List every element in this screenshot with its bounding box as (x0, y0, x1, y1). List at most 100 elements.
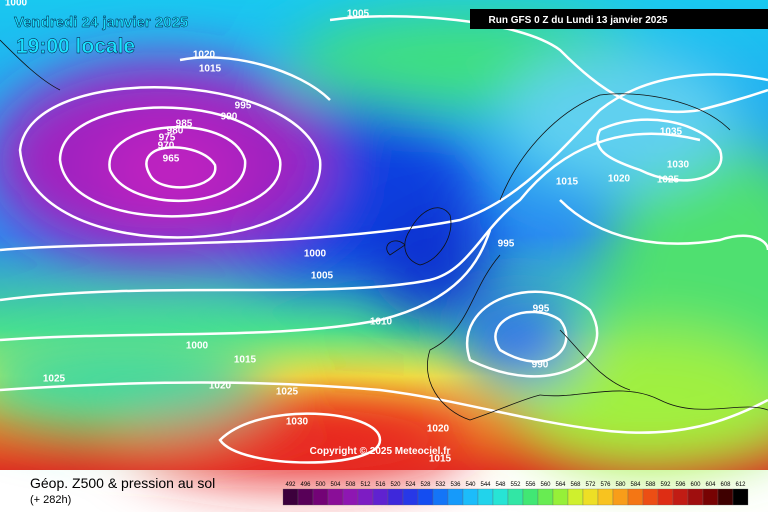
scale-cell (522, 488, 539, 506)
valid-time: 19:00 locale (16, 35, 135, 58)
isobar-label: 980 (167, 126, 184, 137)
scale-cell (462, 488, 479, 506)
scale-cell (492, 488, 509, 506)
isobar-label: 1020 (427, 424, 450, 435)
scale-cell (507, 488, 524, 506)
isobar-label: 995 (235, 101, 252, 112)
isobar-label: 1000 (5, 0, 28, 9)
scale-cell (282, 488, 299, 506)
scale-cell (387, 488, 404, 506)
isobar-label: 995 (498, 239, 515, 250)
isobar-label: 990 (532, 360, 549, 371)
scale-label: 492 (285, 482, 296, 488)
isobar-label: 990 (221, 112, 238, 123)
scale-cell (687, 488, 704, 506)
isobar-label: 1030 (286, 417, 309, 428)
scale-cell (402, 488, 419, 506)
scale-label: 560 (540, 482, 551, 488)
scale-cell (552, 488, 569, 506)
isobar-label: 1000 (304, 249, 327, 260)
scale-label: 580 (615, 482, 626, 488)
scale-label: 528 (420, 482, 431, 488)
isobar-label: 1025 (43, 374, 66, 385)
isobar-label: 1015 (234, 355, 257, 366)
isobar-label: 1005 (347, 9, 370, 20)
scale-label: 520 (390, 482, 401, 488)
scale-cell (627, 488, 644, 506)
isobar-label: 965 (163, 154, 180, 165)
valid-date: Vendredi 24 janvier 2025 (14, 14, 188, 31)
geopotential-field (0, 0, 768, 480)
scale-label: 600 (690, 482, 701, 488)
scale-cell (702, 488, 719, 506)
scale-cell (537, 488, 554, 506)
scale-label: 604 (705, 482, 716, 488)
isobar-label: 975 (159, 133, 176, 144)
scale-cell (357, 488, 374, 506)
isobar-label: 1020 (608, 174, 631, 185)
scale-label: 564 (555, 482, 566, 488)
scale-label: 588 (645, 482, 656, 488)
scale-label: 536 (450, 482, 461, 488)
scale-cell (417, 488, 434, 506)
scale-cell (327, 488, 344, 506)
isobar-label: 1025 (657, 175, 680, 186)
isobar-label: 1030 (667, 160, 690, 171)
isobar-label: 1015 (429, 454, 452, 465)
lead-time: (+ 282h) (30, 494, 71, 506)
isobar-label: 1015 (199, 64, 222, 75)
scale-label: 496 (300, 482, 311, 488)
scale-cell (582, 488, 599, 506)
isobar-label: 995 (533, 304, 550, 315)
coastlines (0, 39, 768, 421)
scale-cell (477, 488, 494, 506)
scale-label: 512 (360, 482, 371, 488)
isobar-label: 1020 (193, 50, 216, 61)
scale-label: 532 (435, 482, 446, 488)
footer-title: Géop. Z500 & pression au sol (30, 475, 215, 491)
run-banner (470, 9, 768, 29)
isobar-label: 970 (158, 141, 175, 152)
scale-cell (657, 488, 674, 506)
scale-cell (312, 488, 329, 506)
copyright: Copyright © 2025 Meteociel.fr (310, 446, 451, 457)
scale-label: 556 (525, 482, 536, 488)
scale-cell (297, 488, 314, 506)
scale-label: 596 (675, 482, 686, 488)
isobar-label: 1005 (311, 271, 334, 282)
scale-label: 576 (600, 482, 611, 488)
scale-cell (597, 488, 614, 506)
scale-cell (642, 488, 659, 506)
scale-cell (567, 488, 584, 506)
scale-label: 544 (480, 482, 491, 488)
isobar-label: 985 (176, 119, 193, 130)
scale-label: 524 (405, 482, 416, 488)
scale-cell (717, 488, 734, 506)
isobar-label: 1010 (370, 317, 393, 328)
scale-cell (372, 488, 389, 506)
isobar-label: 1000 (186, 341, 209, 352)
isobar-label: 1015 (556, 177, 579, 188)
scale-label: 540 (465, 482, 476, 488)
color-scale: 492 496 500 504 508 512 516 520 524 528 532 536 540 5… (282, 482, 749, 506)
isobars (0, 15, 768, 464)
isobar-label: 1020 (209, 381, 232, 392)
scale-cell (432, 488, 449, 506)
isobar-label: 1035 (660, 127, 683, 138)
scale-label: 500 (315, 482, 326, 488)
scale-label: 548 (495, 482, 506, 488)
scale-label: 592 (660, 482, 671, 488)
scale-cell (672, 488, 689, 506)
scale-label: 504 (330, 482, 341, 488)
scale-label: 608 (720, 482, 731, 488)
isobar-label: 1025 (276, 387, 299, 398)
scale-label: 572 (585, 482, 596, 488)
scale-label: 612 (735, 482, 746, 488)
scale-label: 516 (375, 482, 386, 488)
scale-label: 568 (570, 482, 581, 488)
scale-cell (342, 488, 359, 506)
scale-label: 584 (630, 482, 641, 488)
scale-label: 508 (345, 482, 356, 488)
